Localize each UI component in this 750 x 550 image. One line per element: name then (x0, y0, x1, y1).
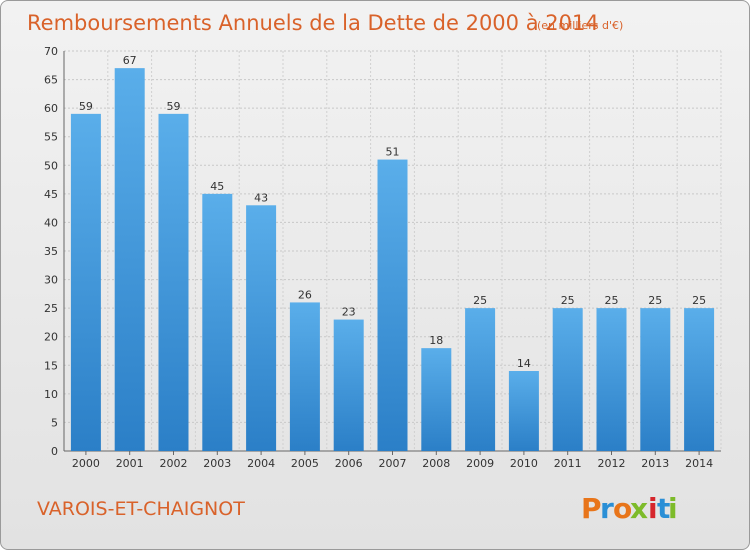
y-tick-label: 40 (44, 216, 58, 229)
chart-title: Remboursements Annuels de la Dette de 20… (27, 11, 599, 35)
bar (70, 113, 101, 451)
x-tick-label: 2009 (466, 457, 494, 470)
data-label: 25 (473, 294, 487, 307)
data-label: 59 (79, 100, 93, 113)
x-tick-label: 2008 (422, 457, 450, 470)
y-tick-label: 35 (44, 245, 58, 258)
y-tick-label: 20 (44, 331, 58, 344)
data-label: 59 (167, 100, 181, 113)
logo-letter: i (668, 492, 678, 525)
logo-letter: r (600, 492, 614, 525)
data-label: 51 (386, 146, 400, 159)
bar (333, 319, 364, 451)
y-tick-label: 55 (44, 131, 58, 144)
logo-letter: P (581, 492, 602, 525)
x-tick-label: 2000 (72, 457, 100, 470)
bar (289, 302, 320, 451)
data-labels: 59 67 59 45 43 26 23 51 18 25 14 25 25 25 25 (79, 54, 706, 370)
data-label: 43 (254, 191, 268, 204)
x-tick-label: 2012 (598, 457, 626, 470)
data-label: 25 (605, 294, 619, 307)
data-label: 67 (123, 54, 137, 67)
x-tick-label: 2011 (554, 457, 582, 470)
y-tick-label: 65 (44, 74, 58, 87)
y-tick-label: 5 (51, 416, 58, 429)
y-tick-label: 0 (51, 445, 58, 458)
y-tick-label: 50 (44, 159, 58, 172)
bar (552, 308, 583, 451)
x-tick-label: 2004 (247, 457, 275, 470)
data-label: 25 (648, 294, 662, 307)
data-label: 23 (342, 306, 356, 319)
y-tick-label: 60 (44, 102, 58, 115)
data-label: 45 (210, 180, 224, 193)
data-label: 18 (429, 334, 443, 347)
y-tick-label: 15 (44, 359, 58, 372)
x-tick-label: 2010 (510, 457, 538, 470)
x-tick-label: 2003 (203, 457, 231, 470)
x-tick-label: 2002 (160, 457, 188, 470)
x-tick-label: 2005 (291, 457, 319, 470)
bar (158, 113, 189, 451)
bar (202, 193, 233, 451)
x-tick-label: 2013 (641, 457, 669, 470)
data-label: 25 (692, 294, 706, 307)
commune-name: VAROIS-ET-CHAIGNOT (37, 498, 245, 520)
bar (465, 308, 496, 451)
chart-unit-note: (en milliers d'€) (537, 19, 623, 32)
y-tick-label: 25 (44, 302, 58, 315)
data-label: 25 (561, 294, 575, 307)
x-tick-label: 2001 (116, 457, 144, 470)
bar (596, 308, 627, 451)
y-tick-label: 10 (44, 388, 58, 401)
logo-letter: t (657, 492, 670, 525)
logo-letter: i (648, 492, 658, 525)
bars (70, 68, 715, 452)
bar (421, 348, 452, 451)
bar (684, 308, 715, 451)
bar (508, 371, 539, 451)
bar (640, 308, 671, 451)
bar (246, 205, 277, 451)
bar (377, 159, 408, 452)
logo-letter: x (630, 492, 648, 525)
y-tick-label: 30 (44, 274, 58, 287)
x-tick-label: 2006 (335, 457, 363, 470)
data-label: 26 (298, 288, 312, 301)
y-tick-label: 70 (44, 45, 58, 58)
y-tick-label: 45 (44, 188, 58, 201)
logo-letter: o (613, 492, 632, 525)
x-tick-label: 2007 (379, 457, 407, 470)
x-tick-label: 2014 (685, 457, 713, 470)
bar (114, 68, 145, 452)
proxiti-logo: Pr ox i ti (581, 492, 678, 525)
data-label: 14 (517, 357, 531, 370)
